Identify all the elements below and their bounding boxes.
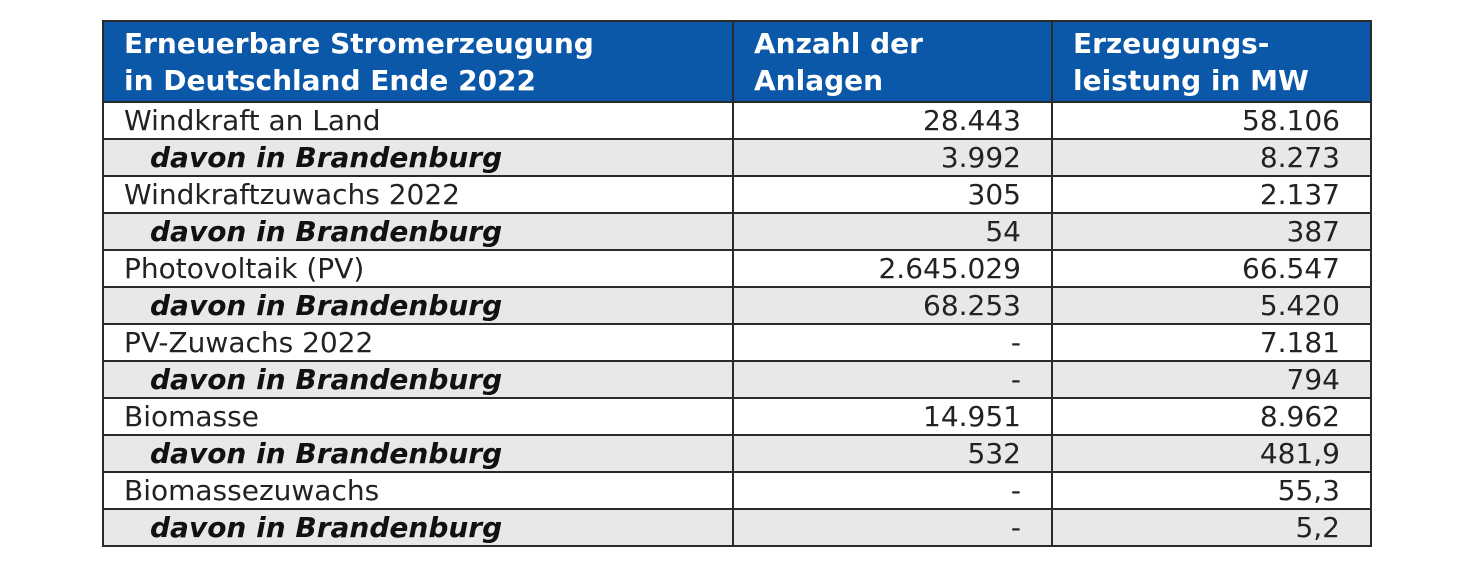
cell-leistung: 387	[1051, 212, 1372, 251]
row-label: davon in Brandenburg	[102, 286, 734, 325]
row-label: Biomasse	[102, 397, 734, 436]
cell-anlagen: 305	[732, 175, 1053, 214]
header-row: Erneuerbare Stromerzeugung in Deutschlan…	[102, 20, 1372, 103]
table-row: davon in Brandenburg 54 387	[102, 212, 1372, 251]
table-row: Biomasse 14.951 8.962	[102, 397, 1372, 436]
cell-anlagen: -	[732, 360, 1053, 399]
renewables-table-container: Erneuerbare Stromerzeugung in Deutschlan…	[102, 20, 1372, 547]
cell-anlagen: 2.645.029	[732, 249, 1053, 288]
cell-anlagen: 14.951	[732, 397, 1053, 436]
cell-leistung: 5.420	[1051, 286, 1372, 325]
row-label: davon in Brandenburg	[102, 212, 734, 251]
cell-anlagen: 28.443	[732, 101, 1053, 140]
row-label: davon in Brandenburg	[102, 360, 734, 399]
cell-anlagen: 3.992	[732, 138, 1053, 177]
table-row: davon in Brandenburg 3.992 8.273	[102, 138, 1372, 177]
table-body: Windkraft an Land 28.443 58.106 davon in…	[102, 101, 1372, 547]
row-label: Windkraft an Land	[102, 101, 734, 140]
header-category: Erneuerbare Stromerzeugung in Deutschlan…	[102, 20, 734, 103]
table-row: davon in Brandenburg - 794	[102, 360, 1372, 399]
table-row: davon in Brandenburg 68.253 5.420	[102, 286, 1372, 325]
table-row: PV-Zuwachs 2022 - 7.181	[102, 323, 1372, 362]
header-anzahl-anlagen: Anzahl der Anlagen	[732, 20, 1053, 103]
cell-anlagen: 532	[732, 434, 1053, 473]
cell-leistung: 7.181	[1051, 323, 1372, 362]
row-label: davon in Brandenburg	[102, 138, 734, 177]
table-row: davon in Brandenburg - 5,2	[102, 508, 1372, 547]
row-label: davon in Brandenburg	[102, 434, 734, 473]
cell-leistung: 66.547	[1051, 249, 1372, 288]
cell-leistung: 55,3	[1051, 471, 1372, 510]
cell-anlagen: -	[732, 508, 1053, 547]
row-label: Biomassezuwachs	[102, 471, 734, 510]
cell-leistung: 58.106	[1051, 101, 1372, 140]
row-label: Windkraftzuwachs 2022	[102, 175, 734, 214]
cell-leistung: 8.273	[1051, 138, 1372, 177]
row-label: PV-Zuwachs 2022	[102, 323, 734, 362]
table-row: Photovoltaik (PV) 2.645.029 66.547	[102, 249, 1372, 288]
cell-leistung: 481,9	[1051, 434, 1372, 473]
row-label: Photovoltaik (PV)	[102, 249, 734, 288]
header-erzeugungsleistung: Erzeugungs- leistung in MW	[1051, 20, 1372, 103]
cell-leistung: 8.962	[1051, 397, 1372, 436]
cell-anlagen: -	[732, 471, 1053, 510]
row-label: davon in Brandenburg	[102, 508, 734, 547]
cell-anlagen: 68.253	[732, 286, 1053, 325]
table-row: Biomassezuwachs - 55,3	[102, 471, 1372, 510]
cell-leistung: 2.137	[1051, 175, 1372, 214]
cell-anlagen: -	[732, 323, 1053, 362]
cell-leistung: 794	[1051, 360, 1372, 399]
cell-leistung: 5,2	[1051, 508, 1372, 547]
table-row: Windkraft an Land 28.443 58.106	[102, 101, 1372, 140]
table-row: Windkraftzuwachs 2022 305 2.137	[102, 175, 1372, 214]
table-row: davon in Brandenburg 532 481,9	[102, 434, 1372, 473]
table-header: Erneuerbare Stromerzeugung in Deutschlan…	[102, 20, 1372, 103]
renewables-table: Erneuerbare Stromerzeugung in Deutschlan…	[102, 20, 1372, 547]
cell-anlagen: 54	[732, 212, 1053, 251]
